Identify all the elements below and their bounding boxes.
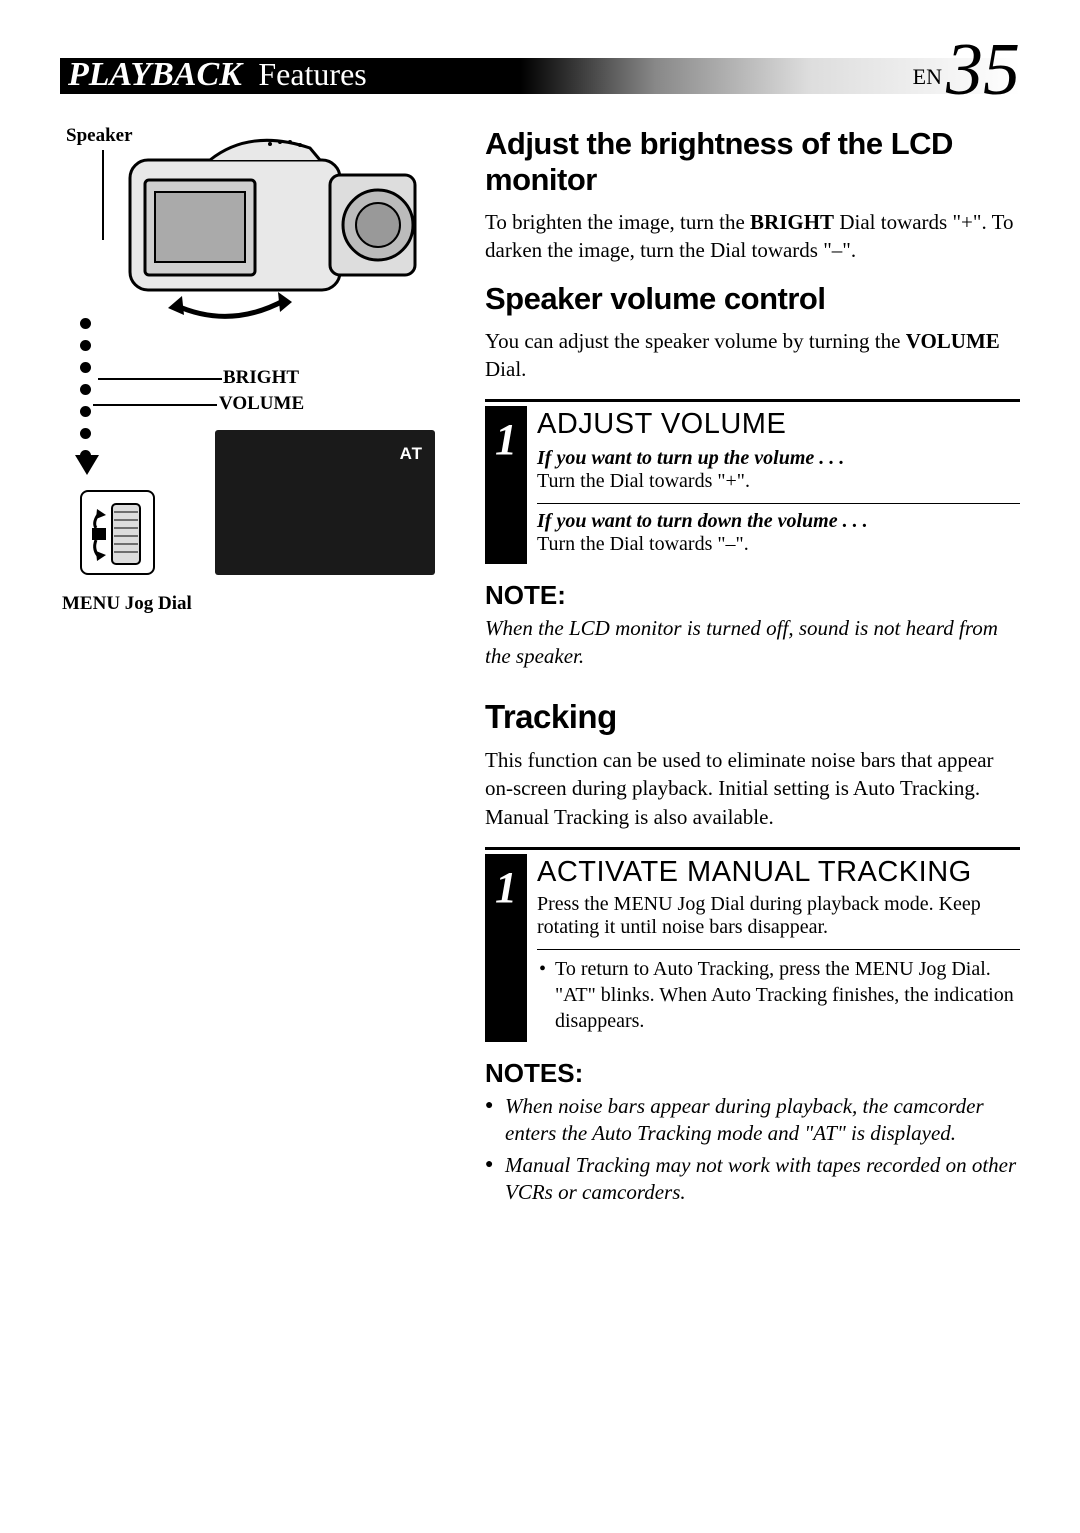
step-divider: [537, 949, 1020, 950]
speaker-leader-line: [102, 150, 104, 240]
menu-jog-label: MENU Jog Dial: [62, 593, 192, 615]
text: To brighten the image, turn the: [485, 210, 750, 234]
tracking-body: This function can be used to eliminate n…: [485, 746, 1020, 831]
speaker-body: You can adjust the speaker volume by tur…: [485, 327, 1020, 384]
brightness-body: To brighten the image, turn the BRIGHT D…: [485, 208, 1020, 265]
note-item: When noise bars appear during playback, …: [485, 1093, 1020, 1148]
volume-label: VOLUME: [219, 393, 304, 415]
dial-dot: [80, 384, 91, 395]
text-bold: BRIGHT: [750, 210, 834, 234]
header-title-light: Features: [258, 56, 366, 92]
speaker-heading: Speaker volume control: [485, 281, 1020, 317]
step-title: ACTIVATE MANUAL TRACKING: [537, 856, 1020, 889]
camcorder-illustration: [120, 120, 430, 320]
left-column: Speaker: [60, 120, 435, 1210]
step-text: Press the MENU Jog Dial during playback …: [537, 893, 1020, 939]
step-number: 1: [485, 854, 527, 1042]
page-number: 35: [946, 29, 1020, 111]
step-text-down: Turn the Dial towards "–".: [537, 533, 1020, 556]
bright-label: BRIGHT: [223, 367, 299, 389]
step-content: ACTIVATE MANUAL TRACKING Press the MENU …: [537, 854, 1020, 1042]
header-title: PLAYBACK Features: [60, 48, 367, 101]
content-columns: Speaker: [60, 120, 1020, 1210]
right-column: Adjust the brightness of the LCD monitor…: [485, 120, 1020, 1210]
brightness-heading: Adjust the brightness of the LCD monitor: [485, 126, 1020, 198]
dial-pointer-icon: [75, 455, 99, 475]
step-sub-down: If you want to turn down the volume . . …: [537, 510, 1020, 533]
dial-dot: [80, 318, 91, 329]
step-number: 1: [485, 406, 527, 564]
text: You can adjust the speaker volume by tur…: [485, 329, 906, 353]
adjust-volume-step: 1 ADJUST VOLUME If you want to turn up t…: [485, 399, 1020, 564]
tracking-heading: Tracking: [485, 698, 1020, 736]
volume-leader-line: [93, 404, 217, 406]
dial-dot: [80, 428, 91, 439]
header-title-bold: PLAYBACK: [68, 56, 242, 93]
dial-dot: [80, 362, 91, 373]
step-bullet: To return to Auto Tracking, press the ME…: [537, 956, 1020, 1034]
dial-dot: [80, 406, 91, 417]
dial-dot: [80, 340, 91, 351]
note-item: Manual Tracking may not work with tapes …: [485, 1152, 1020, 1207]
step-divider: [537, 503, 1020, 504]
step-content: ADJUST VOLUME If you want to turn up the…: [537, 406, 1020, 564]
step-title: ADJUST VOLUME: [537, 408, 1020, 441]
camcorder-diagram: Speaker: [60, 120, 435, 590]
text: Dial.: [485, 357, 526, 381]
page-number-group: EN35: [913, 28, 1020, 113]
page-header: PLAYBACK Features EN35: [60, 48, 1020, 100]
dial-dots: [80, 318, 91, 461]
at-indicator: AT: [400, 444, 423, 464]
jog-dial-illustration: [80, 490, 155, 575]
note-heading: NOTE:: [485, 580, 1020, 611]
step-sub-up: If you want to turn up the volume . . .: [537, 447, 1020, 470]
notes-heading: NOTES:: [485, 1058, 1020, 1089]
lcd-screen: AT: [215, 430, 435, 575]
bright-leader-line: [98, 378, 222, 380]
text-bold: VOLUME: [906, 329, 1000, 353]
page-lang: EN: [913, 64, 942, 89]
step-text-up: Turn the Dial towards "+".: [537, 470, 1020, 493]
notes-list: When noise bars appear during playback, …: [485, 1093, 1020, 1206]
note-text: When the LCD monitor is turned off, soun…: [485, 615, 1020, 670]
activate-manual-step: 1 ACTIVATE MANUAL TRACKING Press the MEN…: [485, 847, 1020, 1042]
